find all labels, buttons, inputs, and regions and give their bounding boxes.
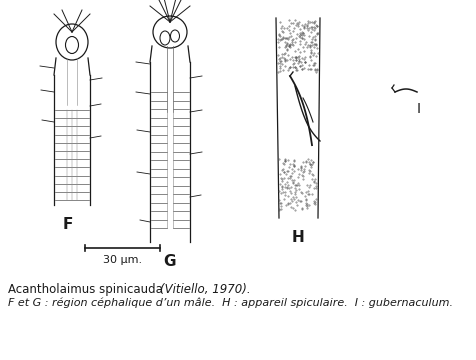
Text: F: F: [63, 217, 73, 232]
Text: G: G: [164, 254, 176, 269]
Text: I: I: [417, 102, 421, 116]
Text: 30 μm.: 30 μm.: [103, 255, 142, 265]
Text: Acantholaimus spinicauda: Acantholaimus spinicauda: [8, 283, 167, 296]
Text: (Vitiello, 1970).: (Vitiello, 1970).: [160, 283, 251, 296]
Text: H: H: [292, 230, 304, 245]
Text: F et G : région céphalique d’un mâle.  H : appareil spiculaire.  I : gubernaculu: F et G : région céphalique d’un mâle. H …: [8, 298, 453, 309]
